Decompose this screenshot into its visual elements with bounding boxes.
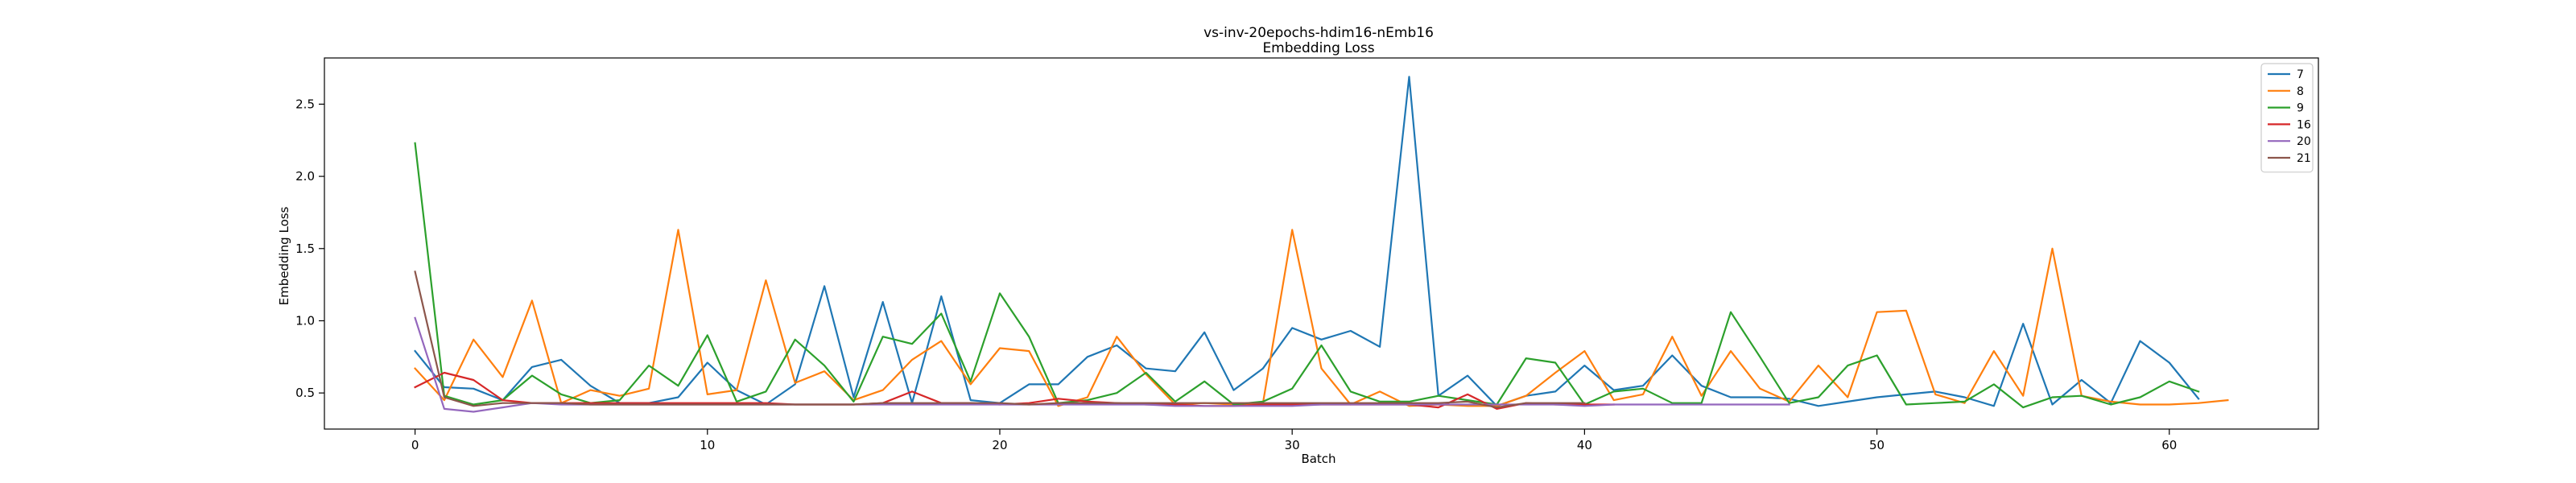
chart-subtitle: Embedding Loss	[1262, 40, 1374, 56]
y-axis-label: Embedding Loss	[277, 206, 291, 305]
legend-label-8: 8	[2297, 85, 2304, 98]
y-tick-label: 1.5	[295, 242, 315, 256]
y-tick-label: 2.5	[295, 97, 315, 111]
legend-label-21: 21	[2297, 152, 2311, 165]
x-tick-label: 0	[411, 438, 419, 452]
series-line-8	[414, 229, 2229, 407]
chart-title: vs-inv-20epochs-hdim16-nEmb16	[1203, 25, 1434, 41]
legend-label-7: 7	[2297, 68, 2304, 81]
plot-area: 0 10 20 30 40 50 60 0.5 1.0 1.5 2.0 2.5	[295, 57, 2319, 452]
legend-label-9: 9	[2297, 102, 2304, 115]
x-tick-label: 10	[700, 438, 715, 452]
x-tick-label: 40	[1577, 438, 1592, 452]
y-tick-label: 1.0	[295, 313, 315, 328]
x-axis-label: Batch	[1301, 452, 1335, 466]
series-line-21	[414, 270, 1586, 409]
legend: 7 8 9 16 20 21	[2260, 63, 2314, 173]
x-tick-label: 20	[992, 438, 1007, 452]
y-tick-label: 2.0	[295, 169, 315, 184]
y-tick-label: 0.5	[295, 386, 315, 400]
x-tick-label: 50	[1869, 438, 1885, 452]
series-lines	[414, 76, 2229, 413]
x-tick-label: 60	[2161, 438, 2177, 452]
legend-label-20: 20	[2297, 135, 2311, 148]
series-line-9	[414, 142, 2200, 409]
plot-frame	[324, 57, 2319, 430]
legend-label-16: 16	[2297, 118, 2311, 131]
x-tick-label: 30	[1285, 438, 1300, 452]
